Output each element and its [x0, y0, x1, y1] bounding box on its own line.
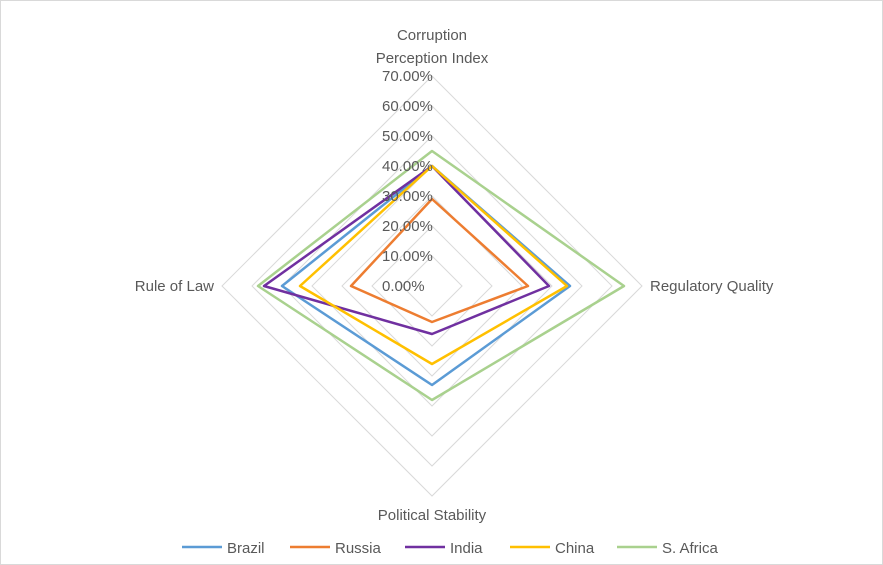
gridline — [251, 105, 613, 467]
legend-label: Russia — [335, 540, 382, 557]
gridline — [311, 165, 553, 407]
legend-label: India — [450, 540, 483, 557]
tick-label: 20.00% — [382, 218, 433, 235]
tick-label: 50.00% — [382, 128, 433, 145]
axis-label: Rule of Law — [135, 278, 214, 295]
tick-label: 0.00% — [382, 278, 425, 295]
axis-label: Regulatory Quality — [650, 278, 774, 295]
series-line — [256, 149, 626, 402]
gridline — [371, 225, 493, 347]
legend-label: S. Africa — [662, 540, 719, 557]
tick-label: 40.00% — [382, 158, 433, 175]
series-line — [280, 164, 572, 387]
legend-label: Brazil — [227, 540, 265, 557]
gridline — [221, 75, 643, 497]
axis-label: Perception Index — [376, 50, 489, 67]
series-line — [262, 164, 551, 336]
series-line — [298, 164, 569, 366]
tick-label: 60.00% — [382, 98, 433, 115]
axis-label: Political Stability — [378, 507, 487, 524]
tick-label: 70.00% — [382, 68, 433, 85]
axis-label: Corruption — [397, 27, 467, 44]
gridline — [401, 255, 463, 317]
legend-label: China — [555, 540, 595, 557]
tick-label: 10.00% — [382, 248, 433, 265]
series-line — [349, 197, 530, 324]
tick-label: 30.00% — [382, 188, 433, 205]
gridline — [341, 195, 523, 377]
